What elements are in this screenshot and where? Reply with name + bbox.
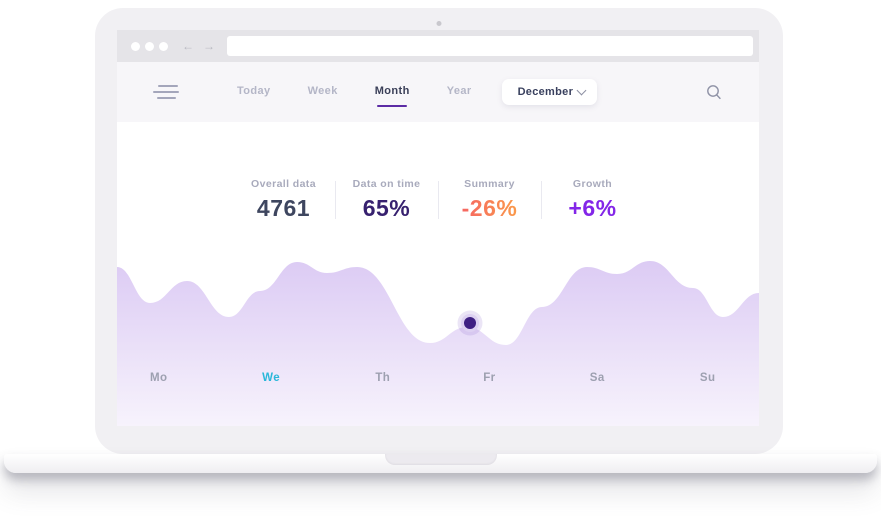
menu-icon[interactable] — [153, 85, 179, 99]
window-control-dots[interactable] — [131, 41, 168, 51]
wave-area-svg — [117, 261, 759, 426]
webcam-dot — [436, 21, 442, 26]
stat-data-on-time: Data on time 65% — [336, 178, 438, 222]
forward-arrow-icon[interactable]: → — [203, 39, 215, 53]
x-axis-label-we[interactable]: We — [262, 372, 280, 384]
trackpad-notch — [384, 454, 497, 465]
month-select-value: December — [517, 86, 574, 98]
stat-value: 65% — [362, 195, 411, 221]
tab-month[interactable]: Month — [374, 85, 410, 97]
stat-label: Data on time — [352, 178, 421, 190]
stat-growth: Growth +6% — [542, 178, 644, 222]
tab-year[interactable]: Year — [446, 85, 472, 97]
laptop-screen-bezel: ← → Today Week Month Year December — [95, 8, 783, 454]
stat-label: Growth — [572, 178, 613, 190]
chart-marker[interactable] — [464, 317, 476, 329]
x-axis-label-th[interactable]: Th — [375, 372, 391, 384]
stat-divider — [540, 181, 542, 219]
browser-nav-arrows: ← → — [182, 40, 215, 52]
x-axis-labels: Mo We Th Fr Sa Su — [117, 372, 759, 388]
x-axis-label-su[interactable]: Su — [699, 372, 716, 384]
back-arrow-icon[interactable]: ← — [182, 39, 194, 53]
window-dot-icon[interactable] — [131, 41, 140, 51]
stat-divider — [437, 181, 439, 219]
period-tabs: Today Week Month Year — [237, 85, 472, 99]
stat-overall-data: Overall data 4761 — [233, 178, 335, 222]
stat-value: +6% — [568, 195, 617, 221]
dashboard-content: Overall data 4761 Data on time 65% Summa… — [117, 122, 759, 426]
screen-content: ← → Today Week Month Year December — [117, 30, 759, 426]
laptop-base — [4, 454, 877, 473]
window-dot-icon[interactable] — [145, 41, 154, 51]
stat-summary: Summary -26% — [439, 178, 541, 222]
stat-divider — [334, 181, 336, 219]
search-button[interactable] — [705, 83, 723, 101]
x-axis-label-mo[interactable]: Mo — [150, 372, 168, 384]
stat-label: Summary — [464, 178, 515, 190]
month-select[interactable]: December — [501, 79, 597, 105]
x-axis-label-fr[interactable]: Fr — [483, 372, 496, 384]
app-navbar: Today Week Month Year December — [117, 62, 759, 122]
chevron-down-icon — [576, 85, 587, 96]
x-axis-label-sa[interactable]: Sa — [589, 372, 605, 384]
stat-value: 4761 — [256, 195, 311, 221]
browser-chrome-bar: ← → — [117, 30, 759, 62]
tab-week[interactable]: Week — [307, 85, 338, 97]
tab-today[interactable]: Today — [237, 85, 271, 97]
search-icon — [707, 85, 721, 100]
stats-row: Overall data 4761 Data on time 65% Summa… — [117, 178, 759, 222]
area-chart: Mo We Th Fr Sa Su — [117, 255, 759, 426]
window-dot-icon[interactable] — [159, 41, 168, 51]
wave-area-path — [117, 261, 759, 426]
stat-value: -26% — [439, 195, 541, 222]
stat-label: Overall data — [251, 178, 316, 190]
address-bar[interactable] — [227, 36, 753, 56]
